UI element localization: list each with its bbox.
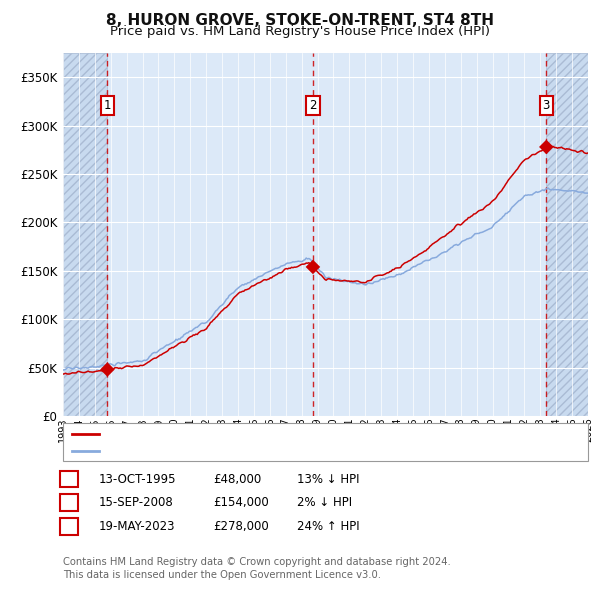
Point	[308, 262, 318, 271]
Text: £154,000: £154,000	[213, 496, 269, 509]
Text: 1: 1	[104, 99, 111, 112]
Text: 15-SEP-2008: 15-SEP-2008	[99, 496, 174, 509]
Text: This data is licensed under the Open Government Licence v3.0.: This data is licensed under the Open Gov…	[63, 571, 381, 580]
Text: 8, HURON GROVE, STOKE-ON-TRENT, ST4 8TH (detached house): 8, HURON GROVE, STOKE-ON-TRENT, ST4 8TH …	[102, 429, 461, 439]
Bar	[63, 53, 107, 416]
Point	[103, 365, 112, 374]
Text: 13% ↓ HPI: 13% ↓ HPI	[297, 473, 359, 486]
Text: 8, HURON GROVE, STOKE-ON-TRENT, ST4 8TH: 8, HURON GROVE, STOKE-ON-TRENT, ST4 8TH	[106, 13, 494, 28]
Point	[542, 142, 551, 152]
Text: 2: 2	[309, 99, 317, 112]
Text: Price paid vs. HM Land Registry's House Price Index (HPI): Price paid vs. HM Land Registry's House …	[110, 25, 490, 38]
Text: Contains HM Land Registry data © Crown copyright and database right 2024.: Contains HM Land Registry data © Crown c…	[63, 557, 451, 566]
Text: 19-MAY-2023: 19-MAY-2023	[99, 520, 176, 533]
Text: 3: 3	[65, 520, 73, 533]
Text: HPI: Average price, detached house, Stoke-on-Trent: HPI: Average price, detached house, Stok…	[102, 445, 389, 455]
Text: 24% ↑ HPI: 24% ↑ HPI	[297, 520, 359, 533]
Text: 2% ↓ HPI: 2% ↓ HPI	[297, 496, 352, 509]
Text: 1: 1	[65, 473, 73, 486]
Text: 3: 3	[542, 99, 550, 112]
Text: 2: 2	[65, 496, 73, 509]
Bar	[547, 53, 588, 416]
Text: £48,000: £48,000	[213, 473, 261, 486]
Text: £278,000: £278,000	[213, 520, 269, 533]
Text: 13-OCT-1995: 13-OCT-1995	[99, 473, 176, 486]
